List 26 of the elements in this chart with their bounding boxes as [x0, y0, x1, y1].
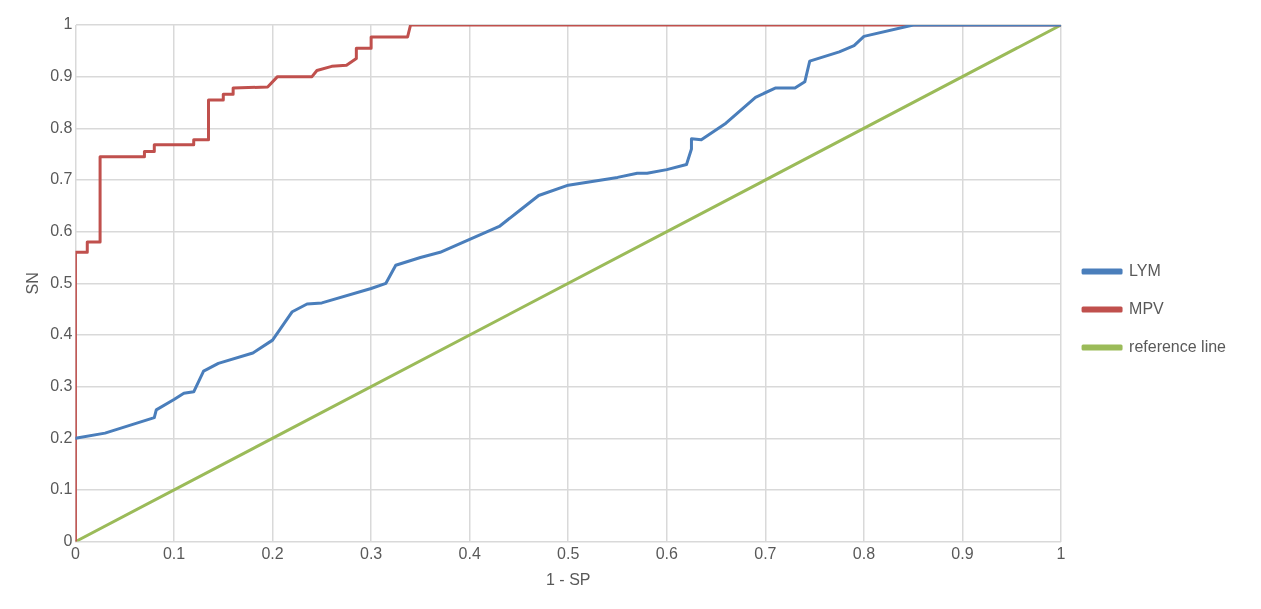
y-tick-label: 0.1 — [50, 480, 73, 498]
x-tick-label: 0.1 — [162, 544, 186, 562]
legend-label: MPV — [1129, 299, 1165, 317]
legend-label: LYM — [1129, 261, 1161, 279]
x-tick-label: 0.6 — [655, 544, 679, 562]
y-tick-label: 0.7 — [50, 170, 73, 188]
x-tick-label: 0.5 — [557, 544, 580, 562]
x-tick-label: 1 — [1056, 544, 1066, 562]
x-tick-label: 0.7 — [754, 544, 777, 562]
y-tick-label: 0.3 — [50, 377, 73, 395]
y-tick-label: 0.5 — [50, 273, 73, 291]
legend-label: reference line — [1129, 337, 1227, 355]
x-tick-label: 0.3 — [360, 544, 383, 562]
x-tick-label: 0.2 — [261, 544, 284, 562]
y-axis-title: SN — [24, 272, 42, 295]
y-tick-label: 0.2 — [50, 428, 73, 446]
y-tick-label: 0.6 — [50, 222, 73, 240]
x-tick-label: 0.4 — [458, 544, 481, 562]
y-tick-label: 0.8 — [50, 118, 73, 136]
y-tick-label: 0 — [63, 532, 73, 550]
y-tick-label: 0.9 — [50, 67, 73, 85]
x-tick-label: 0.8 — [852, 544, 876, 562]
x-axis-title: 1 - SP — [546, 570, 591, 588]
y-tick-label: 0.4 — [50, 325, 73, 343]
x-tick-label: 0.9 — [951, 544, 974, 562]
y-tick-label: 1 — [63, 15, 73, 33]
